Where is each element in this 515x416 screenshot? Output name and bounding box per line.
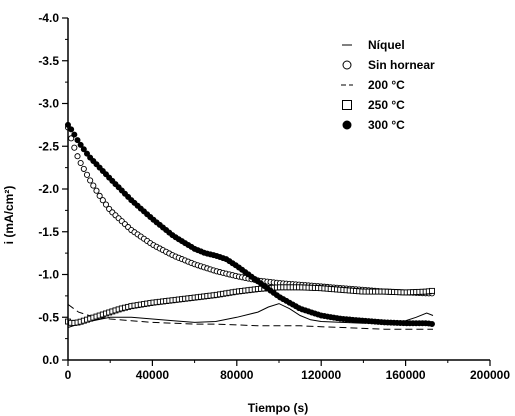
y-tick-label: -2.5 bbox=[38, 139, 59, 153]
data-point bbox=[80, 146, 87, 153]
data-point bbox=[87, 177, 94, 184]
legend-symbol bbox=[342, 100, 352, 110]
series-2 bbox=[67, 303, 433, 330]
y-tick-label: -3.0 bbox=[38, 97, 59, 111]
x-tick-label: 200000 bbox=[470, 368, 510, 382]
data-point bbox=[102, 201, 110, 208]
y-tick-label: -3.5 bbox=[38, 54, 59, 68]
x-axis-title: Tiempo (s) bbox=[248, 401, 308, 415]
data-point bbox=[83, 150, 90, 157]
data-point bbox=[90, 182, 97, 189]
y-tick-label: -1.0 bbox=[38, 268, 59, 282]
legend-symbol bbox=[342, 60, 352, 70]
legend-marker bbox=[342, 120, 352, 130]
series-4 bbox=[65, 121, 435, 327]
legend-symbol bbox=[342, 120, 352, 130]
legend-label: 250 °C bbox=[368, 98, 405, 112]
data-point bbox=[68, 126, 75, 133]
data-point bbox=[99, 197, 106, 204]
series-1 bbox=[64, 124, 436, 297]
legend-marker bbox=[342, 100, 352, 110]
data-point bbox=[74, 153, 81, 160]
legend-label: 200 °C bbox=[368, 78, 405, 92]
legend-label: 300 °C bbox=[368, 118, 405, 132]
data-point bbox=[74, 137, 81, 144]
x-tick-label: 160000 bbox=[386, 368, 426, 382]
data-point bbox=[71, 144, 78, 151]
legend-label: Sin hornear bbox=[368, 58, 435, 72]
data-point bbox=[77, 141, 84, 148]
legend-label: Níquel bbox=[368, 38, 405, 52]
legend-marker bbox=[342, 60, 352, 70]
y-tick-label: -4.0 bbox=[38, 11, 59, 25]
y-tick-label: -2.0 bbox=[38, 182, 59, 196]
data-point bbox=[93, 187, 100, 194]
y-axis-title: i (mA/cm²) bbox=[2, 186, 16, 245]
data-point bbox=[83, 171, 91, 178]
x-tick-label: 40000 bbox=[136, 368, 170, 382]
data-point bbox=[77, 159, 84, 167]
data-point bbox=[428, 320, 435, 327]
data-point bbox=[71, 131, 78, 138]
data-point bbox=[96, 192, 103, 199]
series-line bbox=[67, 303, 433, 330]
x-tick-label: 0 bbox=[65, 368, 72, 382]
data-point bbox=[429, 287, 435, 294]
y-tick-label: -0.5 bbox=[38, 310, 59, 324]
y-tick-label: 0.0 bbox=[42, 353, 59, 367]
x-tick-label: 80000 bbox=[220, 368, 254, 382]
y-tick-label: -1.5 bbox=[38, 225, 59, 239]
data-point bbox=[80, 165, 87, 172]
x-tick-label: 120000 bbox=[301, 368, 341, 382]
